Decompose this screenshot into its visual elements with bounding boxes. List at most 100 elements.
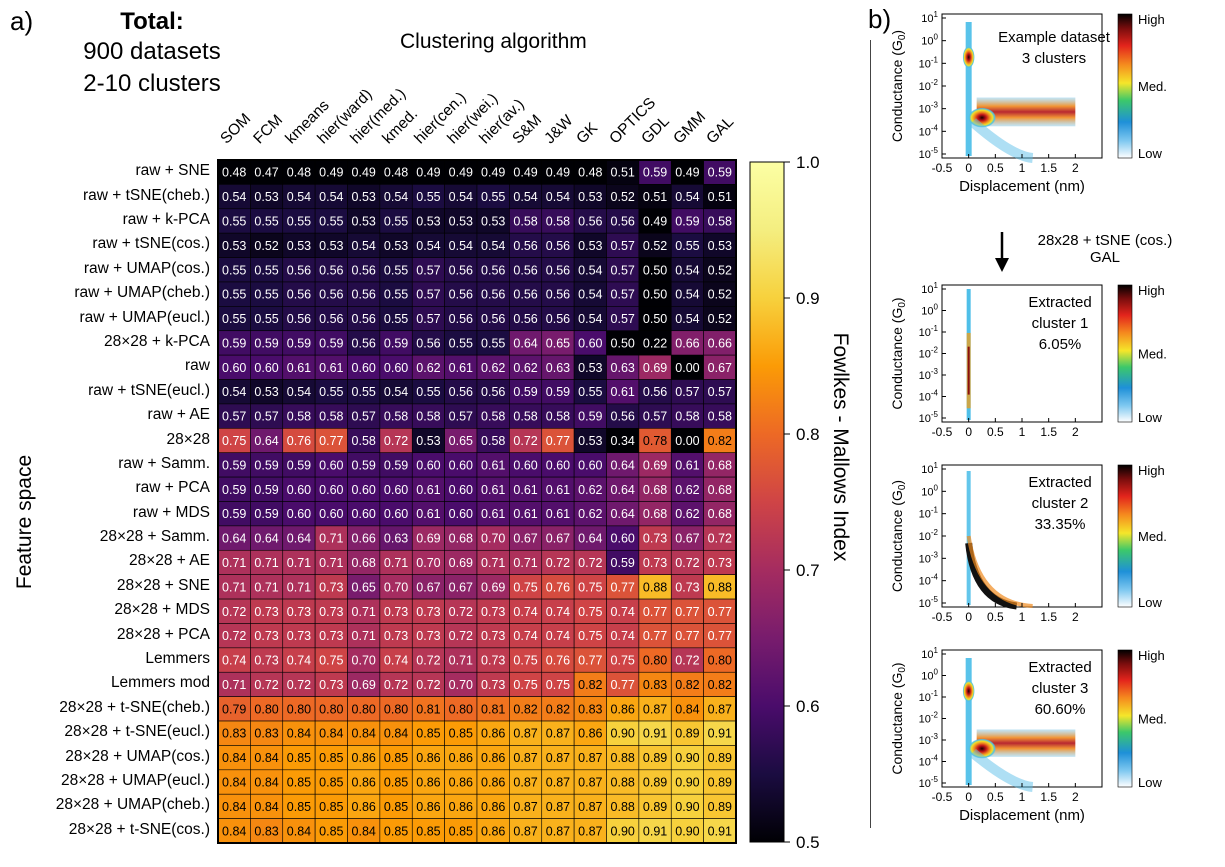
heatmap-cell (606, 574, 640, 600)
heatmap-cell-value: 0.65 (449, 434, 473, 448)
y-tick-label: 10-5 (919, 775, 939, 790)
heatmap-cell (444, 428, 478, 454)
y-tick-label: 10-4 (919, 123, 939, 138)
heatmap-cell (314, 354, 348, 380)
subplot-annotation: cluster 1 (1032, 315, 1089, 332)
heatmap-cell-value: 0.52 (708, 263, 732, 277)
heatmap-cell (638, 598, 672, 624)
heatmap-cell (670, 525, 704, 551)
heatmap-cell (476, 281, 510, 307)
heatmap-cell-value: 0.82 (708, 434, 732, 448)
colorbar-med-label: Med. (1138, 79, 1167, 94)
heatmap-cell-value: 0.54 (449, 239, 473, 253)
heatmap-cell (282, 525, 316, 551)
heatmap-cell (217, 232, 251, 258)
heatmap-cell-value: 0.57 (352, 410, 376, 424)
heatmap-cell-value: 0.58 (546, 410, 570, 424)
heatmap-cell (573, 501, 607, 527)
y-tick-label: 100 (921, 483, 938, 498)
heatmap-cell (670, 671, 704, 697)
y-tick-label: 10-3 (919, 732, 939, 747)
heatmap-cell (606, 452, 640, 478)
x-tick-label: 2 (1072, 610, 1079, 624)
heatmap-cell-value: 0.60 (319, 458, 343, 472)
heatmap-cell (217, 574, 251, 600)
heatmap-cell-value: 0.56 (449, 385, 473, 399)
arrow-caption-line2: GAL (1089, 249, 1120, 266)
heatmap-cell-value: 0.85 (416, 727, 440, 741)
heatmap-cell-value: 0.90 (611, 727, 635, 741)
heatmap-row-label: raw + PCA (135, 479, 210, 497)
heatmap-cell-value: 0.73 (708, 556, 732, 570)
heatmap-cell (670, 769, 704, 795)
heatmap-cell-value: 0.55 (416, 190, 440, 204)
heatmap-cell (509, 793, 543, 819)
density-spike (965, 658, 972, 785)
heatmap-cell-value: 0.52 (708, 312, 732, 326)
heatmap-cell-value: 0.56 (578, 214, 602, 228)
heatmap-cell-value: 0.52 (708, 288, 732, 302)
heatmap-cell-value: 0.58 (513, 410, 537, 424)
subplot-annotation: 3 clusters (1022, 50, 1086, 67)
heatmap-cell-value: 0.55 (222, 214, 246, 228)
heatmap-cell (573, 208, 607, 234)
heatmap-cell-value: 0.56 (481, 312, 505, 326)
heatmap-row-label: 28×28 + t-SNE(cheb.) (59, 698, 210, 716)
heatmap-cell-value: 0.91 (643, 824, 667, 838)
heatmap-cell (250, 159, 284, 185)
heatmap-cell-value: 0.89 (708, 800, 732, 814)
heatmap-cell-value: 0.86 (352, 751, 376, 765)
heatmap-cell-value: 0.80 (449, 702, 473, 716)
heatmap-cell-value: 0.80 (643, 654, 667, 668)
heatmap-cell (250, 257, 284, 283)
heatmap-cell-value: 0.56 (287, 288, 311, 302)
heatmap-cell-value: 0.86 (352, 776, 376, 790)
heatmap-row-label: 28×28 + t-SNE(cos.) (68, 820, 210, 838)
heatmap-cell-value: 0.54 (287, 190, 311, 204)
colorbar-low-label: Low (1138, 775, 1162, 790)
heatmap-cell (314, 623, 348, 649)
heatmap-cell (703, 281, 737, 307)
heatmap-cell-value: 0.87 (643, 702, 667, 716)
heatmap-cell-value: 0.77 (643, 629, 667, 643)
heatmap-cell-value: 0.91 (708, 824, 732, 838)
density-blob (962, 680, 975, 703)
heatmap-cell (509, 379, 543, 405)
heatmap-cell-value: 0.73 (481, 654, 505, 668)
heatmap-cell-value: 0.58 (352, 434, 376, 448)
heatmap-cell (476, 671, 510, 697)
heatmap-cell-value: 0.63 (611, 361, 635, 375)
heatmap-cell-value: 0.47 (254, 166, 278, 180)
heatmap-cell (217, 379, 251, 405)
heatmap-cell-value: 0.61 (481, 483, 505, 497)
heatmap-cell-value: 0.73 (416, 629, 440, 643)
heatmap-cell-value: 0.89 (708, 751, 732, 765)
heatmap-cell-value: 0.53 (319, 239, 343, 253)
heatmap-cell-value: 0.59 (546, 385, 570, 399)
heatmap-cell (314, 403, 348, 429)
heatmap-cell (638, 257, 672, 283)
heatmap-cell-value: 0.56 (416, 336, 440, 350)
heatmap-cell (670, 208, 704, 234)
heatmap-cell-value: 0.84 (254, 751, 278, 765)
heatmap-cell-value: 0.69 (481, 580, 505, 594)
heatmap-cell-value: 0.56 (352, 288, 376, 302)
heatmap-cell-value: 0.59 (222, 336, 246, 350)
heatmap-cell (606, 793, 640, 819)
y-tick-label: 101 (921, 281, 938, 296)
heatmap-cell-value: 0.48 (287, 166, 311, 180)
heatmap-cell-value: 0.57 (643, 410, 667, 424)
heatmap-cell (347, 330, 381, 356)
heatmap-cell-value: 0.85 (384, 800, 408, 814)
heatmap-cell-value: 0.72 (222, 629, 246, 643)
heatmap-cell-value: 0.51 (643, 190, 667, 204)
x-tick-label: 0.5 (987, 425, 1004, 439)
heatmap-cell (541, 159, 575, 185)
heatmap-cell-value: 0.90 (675, 751, 699, 765)
heatmap-cell-value: 0.75 (319, 654, 343, 668)
heatmap-cell-value: 0.85 (384, 776, 408, 790)
heatmap-cell-value: 0.75 (578, 580, 602, 594)
heatmap-cell (476, 647, 510, 673)
heatmap-cell (314, 330, 348, 356)
heatmap-cell-value: 0.69 (416, 532, 440, 546)
